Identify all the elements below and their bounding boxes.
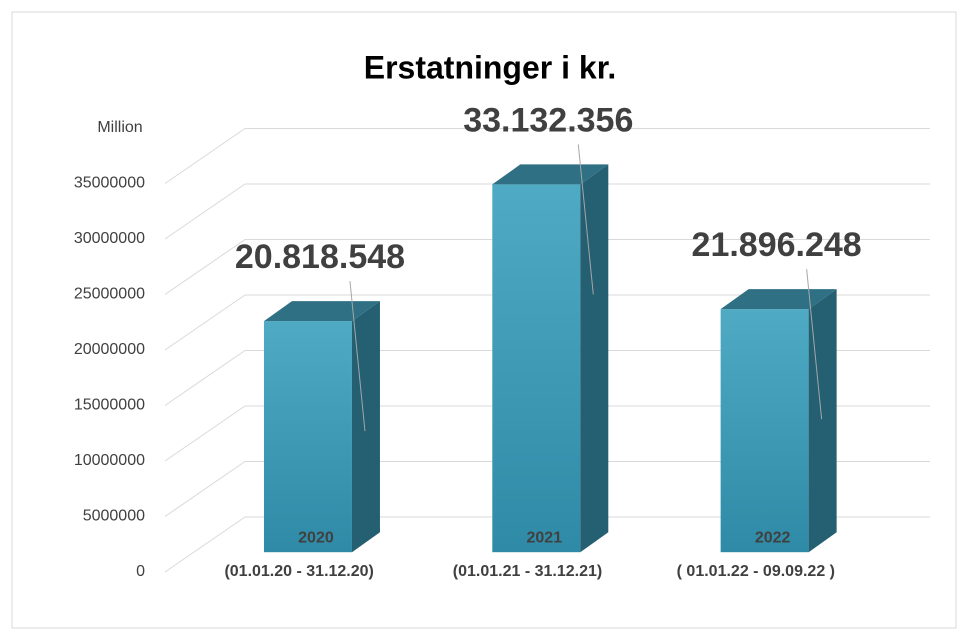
leader-line: [806, 269, 823, 420]
grid-depth-line: [164, 516, 246, 573]
x-tick-label: 2022: [755, 529, 791, 546]
y-tick-label: 35000000: [74, 175, 145, 192]
grid-depth-line: [164, 128, 246, 184]
leader-line: [577, 144, 594, 295]
x-tick-period: (01.01.21 - 31.12.21): [453, 563, 602, 580]
chart-title: Erstatninger i kr.: [364, 49, 617, 85]
y-tick-label: 15000000: [74, 397, 145, 414]
value-label: 21.896.248: [692, 226, 862, 264]
grid-depth-line: [164, 350, 246, 406]
value-label: 33.132.356: [463, 101, 633, 139]
y-tick-label: 30000000: [74, 230, 145, 247]
x-tick-period: ( 01.01.22 - 09.09.22 ): [677, 563, 835, 580]
y-tick-label: 25000000: [74, 286, 145, 303]
bar-side: [580, 164, 609, 553]
bar-top: [720, 289, 837, 310]
bar-front: [492, 184, 581, 553]
grid-depth-line: [164, 183, 246, 240]
y-tick-label: 0: [136, 563, 145, 580]
bar-front: [720, 309, 809, 553]
y-tick-label: 20000000: [74, 341, 145, 358]
leader-line: [349, 281, 366, 432]
grid-depth-line: [164, 461, 246, 517]
x-tick-label: 2020: [298, 529, 334, 546]
grid-depth-line: [164, 405, 246, 462]
y-tick-label: Million: [97, 119, 142, 136]
y-tick-label: 10000000: [74, 452, 145, 469]
bar-top: [263, 301, 380, 322]
bar-top: [492, 164, 609, 185]
bar-front: [263, 321, 352, 553]
grid-depth-line: [164, 294, 246, 351]
bar-side: [351, 301, 380, 553]
y-tick-label: 5000000: [83, 508, 145, 525]
x-tick-period: (01.01.20 - 31.12.20): [224, 563, 373, 580]
grid-depth-line: [164, 239, 246, 295]
x-tick-label: 2021: [527, 529, 563, 546]
value-label: 20.818.548: [235, 238, 405, 276]
